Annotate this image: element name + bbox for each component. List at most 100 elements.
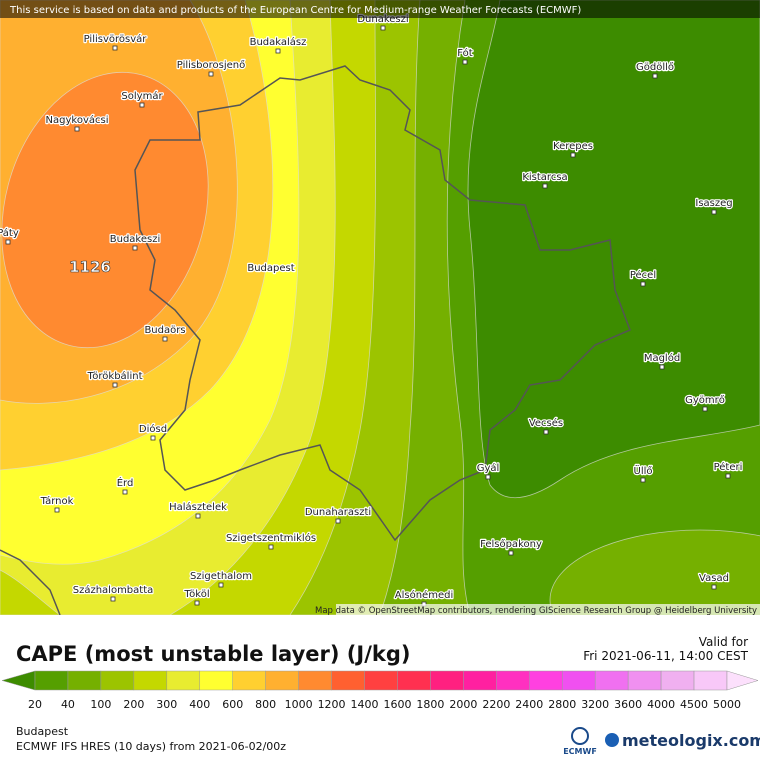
- colorbar-tick-label: 40: [61, 698, 75, 711]
- city-border: [134, 65, 631, 542]
- place-label: Vecsés: [529, 417, 563, 429]
- place-label: Százhalombatta: [73, 584, 154, 596]
- colorbar-tick-label: 1800: [416, 698, 444, 711]
- colorbar-cell: [133, 670, 168, 691]
- colorbar-cell: [594, 670, 629, 691]
- place-label: Kerepes: [553, 141, 593, 152]
- colorbar-cell: [331, 670, 365, 691]
- colorbar-cell: [397, 670, 431, 691]
- place-label: Isaszeg: [695, 198, 732, 209]
- place-dot: [380, 25, 386, 31]
- colorbar-tick-label: 3200: [581, 698, 609, 711]
- place-dot: [335, 518, 341, 524]
- colorbar-tick-label: 1600: [383, 698, 411, 711]
- place-dot: [268, 544, 274, 550]
- place-dot: [139, 102, 145, 108]
- colorbar-tick-label: 4000: [647, 698, 675, 711]
- colorbar-cell: [199, 670, 233, 691]
- colorbar-cell: [627, 670, 662, 691]
- place-dot: [275, 48, 281, 54]
- place-label: Diósd: [139, 423, 167, 435]
- colorbar-tick-label: 600: [222, 698, 243, 711]
- place-dot: [659, 364, 665, 370]
- colorbar-tick-label: 2800: [548, 698, 576, 711]
- place-label: Budakeszi: [110, 234, 161, 245]
- place-label: Solymár: [121, 90, 163, 102]
- colorbar-cell: [265, 670, 299, 691]
- ecmwf-text: ECMWF: [563, 747, 597, 756]
- place-label: Maglód: [644, 352, 680, 364]
- place-label: Pilisborosjenő: [177, 59, 245, 71]
- place-label: Páty: [0, 227, 19, 239]
- colorbar-tick-label: 2400: [515, 698, 543, 711]
- place-label: Üllő: [634, 464, 653, 477]
- colorbar-cell: [166, 670, 201, 691]
- place-label: Gödöllő: [636, 61, 674, 73]
- place-label: Vasad: [699, 573, 729, 584]
- place-dot: [543, 429, 549, 435]
- notice: This service is based on data and produc…: [9, 5, 581, 16]
- place-label: Törökbálint: [86, 370, 142, 382]
- colorbar-cell: [232, 670, 266, 691]
- place-dot: [640, 281, 646, 287]
- max-label: 1126: [69, 258, 111, 276]
- place-label: Tárnok: [40, 495, 74, 507]
- place-dot: [110, 596, 116, 602]
- colorbar-cell: [364, 670, 398, 691]
- place-dot: [162, 336, 168, 342]
- colorbar: 20 40 100 200 300 400 600 800 1000 1200 1400 1600 18…: [1, 670, 759, 711]
- colorbar-tick-label: 300: [156, 698, 177, 711]
- place-label: Dunaharaszti: [305, 507, 371, 518]
- colorbar-cell: [463, 670, 497, 691]
- place-label: Pécel: [630, 269, 656, 281]
- brand: meteologix.com: [622, 731, 760, 750]
- colorbar-cell: [67, 670, 102, 691]
- place-dot: [208, 71, 214, 77]
- colorbar-tick-label: 20: [28, 698, 42, 711]
- place-label: Budapest: [247, 263, 294, 274]
- place-dot: [112, 382, 118, 388]
- place-dot: [5, 239, 11, 245]
- place-dot: [462, 59, 468, 65]
- legend-title: CAPE (most unstable layer) (J/kg): [16, 642, 410, 666]
- place-dot: [711, 584, 717, 590]
- attribution: Map data © OpenStreetMap contributors, r…: [315, 606, 757, 616]
- place-label: Fót: [457, 47, 473, 59]
- place-label: Halásztelek: [169, 501, 227, 513]
- county-border: [0, 549, 61, 616]
- place-label: Alsónémedi: [395, 589, 453, 601]
- colorbar-tick-label: 5000: [713, 698, 741, 711]
- place-dot: [508, 550, 514, 556]
- footer-model: ECMWF IFS HRES (10 days) from 2021-06-02…: [16, 740, 286, 753]
- band: [467, 0, 760, 499]
- colorbar-tick-label: 1000: [285, 698, 313, 711]
- place-dot: [122, 489, 128, 495]
- place-label: Felsőpakony: [480, 538, 542, 550]
- place-label: Budakalász: [250, 36, 307, 48]
- place-dot: [112, 45, 118, 51]
- colorbar-tick-label: 100: [90, 698, 111, 711]
- attribution-bg: [336, 604, 760, 615]
- ecmwf-logo: [571, 727, 589, 745]
- band: [1, 71, 209, 349]
- place-dot: [570, 152, 576, 158]
- place-dot: [132, 245, 138, 251]
- place-dot: [652, 73, 658, 79]
- place-dot: [711, 209, 717, 215]
- colorbar-cell: [529, 670, 563, 691]
- place-dot: [725, 473, 731, 479]
- colorbar-cell: [430, 670, 464, 691]
- colorbar-cell: [100, 670, 135, 691]
- colorbar-tick-label: 200: [123, 698, 144, 711]
- place-label: Tököl: [183, 589, 209, 600]
- place-dot: [702, 406, 708, 412]
- place-dot: [195, 513, 201, 519]
- place-label: Kistarcsa: [522, 172, 567, 183]
- colorbar-tick-label: 2200: [482, 698, 510, 711]
- notice-bar: [0, 0, 760, 18]
- colorbar-cell: [660, 670, 695, 691]
- place-label: Szigetszentmiklós: [226, 532, 316, 544]
- place-label: Gyömrő: [685, 394, 725, 406]
- colorbar-cell: [34, 670, 69, 691]
- valid-label: Valid for: [699, 635, 748, 649]
